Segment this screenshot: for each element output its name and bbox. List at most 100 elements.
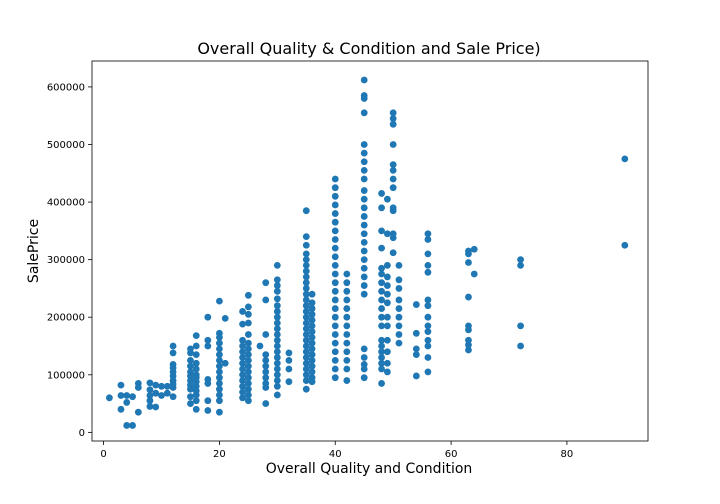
data-point bbox=[123, 399, 131, 406]
data-point bbox=[204, 313, 212, 321]
data-point bbox=[331, 201, 339, 209]
data-point bbox=[360, 109, 368, 117]
data-point bbox=[424, 230, 432, 238]
data-point bbox=[262, 384, 270, 391]
data-point bbox=[134, 384, 142, 391]
data-point bbox=[331, 210, 339, 217]
data-point bbox=[239, 336, 246, 344]
data-point bbox=[378, 313, 385, 321]
data-point bbox=[331, 356, 339, 364]
data-point bbox=[308, 310, 316, 318]
data-point bbox=[302, 342, 310, 350]
x-axis-ticks: 0 20 40 60 80 bbox=[100, 441, 573, 460]
data-point bbox=[424, 354, 432, 361]
data-point bbox=[360, 221, 368, 229]
data-point bbox=[331, 279, 339, 287]
data-point bbox=[302, 331, 310, 338]
data-point bbox=[331, 184, 339, 192]
data-point bbox=[465, 341, 472, 349]
data-point bbox=[343, 348, 351, 356]
data-point bbox=[146, 386, 154, 394]
data-point bbox=[302, 359, 310, 367]
data-point bbox=[343, 279, 351, 287]
data-point bbox=[308, 362, 316, 370]
data-point bbox=[302, 233, 310, 241]
data-point bbox=[383, 273, 391, 281]
data-point bbox=[389, 207, 397, 215]
data-point bbox=[378, 270, 385, 278]
data-point bbox=[378, 380, 385, 387]
data-point bbox=[273, 313, 281, 321]
data-point bbox=[331, 322, 339, 330]
data-point bbox=[383, 299, 391, 307]
data-point bbox=[378, 322, 385, 330]
data-point bbox=[244, 303, 252, 311]
data-point bbox=[123, 392, 131, 399]
data-point bbox=[117, 405, 125, 413]
data-point bbox=[244, 319, 252, 327]
data-point bbox=[308, 316, 316, 324]
data-point bbox=[187, 400, 194, 407]
data-point bbox=[395, 276, 403, 284]
data-point bbox=[331, 374, 339, 382]
y-tick-label: 100000 bbox=[47, 370, 85, 381]
data-point bbox=[244, 374, 252, 382]
data-point bbox=[169, 349, 177, 357]
data-point bbox=[216, 408, 223, 416]
data-point bbox=[343, 287, 351, 295]
data-point bbox=[302, 296, 310, 304]
data-point bbox=[331, 218, 339, 226]
data-point bbox=[239, 371, 246, 379]
data-point bbox=[343, 322, 351, 330]
data-point bbox=[221, 314, 229, 322]
data-point bbox=[395, 313, 403, 321]
data-point bbox=[302, 354, 310, 361]
data-point bbox=[204, 342, 212, 350]
data-point bbox=[302, 285, 310, 292]
data-point bbox=[517, 256, 524, 264]
data-point bbox=[343, 313, 351, 321]
data-point bbox=[221, 359, 229, 367]
data-point bbox=[360, 175, 368, 183]
data-point bbox=[169, 342, 177, 350]
y-axis-ticks: 0 100000 200000 300000 400000 500000 600000 bbox=[47, 82, 92, 439]
data-point bbox=[424, 236, 432, 243]
data-point bbox=[470, 245, 478, 253]
data-point bbox=[331, 339, 339, 347]
data-point bbox=[192, 365, 200, 373]
data-point bbox=[244, 291, 252, 299]
data-point bbox=[244, 385, 252, 393]
data-point bbox=[360, 230, 368, 238]
data-point bbox=[395, 339, 403, 347]
data-point bbox=[308, 378, 316, 386]
data-point bbox=[308, 368, 316, 376]
data-point bbox=[308, 328, 316, 336]
data-point bbox=[383, 336, 391, 344]
data-point bbox=[105, 394, 113, 402]
data-point bbox=[360, 273, 368, 281]
data-point bbox=[216, 397, 223, 405]
data-point bbox=[343, 377, 351, 384]
x-tick-label: 20 bbox=[213, 449, 226, 460]
data-point bbox=[273, 377, 281, 384]
data-point bbox=[239, 394, 246, 402]
data-point bbox=[152, 403, 160, 411]
data-point bbox=[308, 351, 316, 359]
data-point bbox=[262, 362, 270, 370]
y-tick-label: 300000 bbox=[47, 255, 85, 266]
data-point bbox=[302, 319, 310, 327]
data-point bbox=[308, 305, 316, 312]
data-point bbox=[216, 374, 223, 382]
data-point bbox=[302, 308, 310, 315]
data-point bbox=[302, 279, 310, 287]
data-point bbox=[383, 322, 391, 330]
data-point bbox=[389, 184, 397, 192]
data-point bbox=[216, 385, 223, 393]
data-point bbox=[146, 392, 154, 399]
data-point bbox=[395, 285, 403, 292]
data-point bbox=[378, 244, 385, 252]
data-point bbox=[163, 382, 171, 390]
data-point bbox=[360, 345, 368, 353]
data-point bbox=[244, 362, 252, 370]
data-point bbox=[383, 348, 391, 356]
